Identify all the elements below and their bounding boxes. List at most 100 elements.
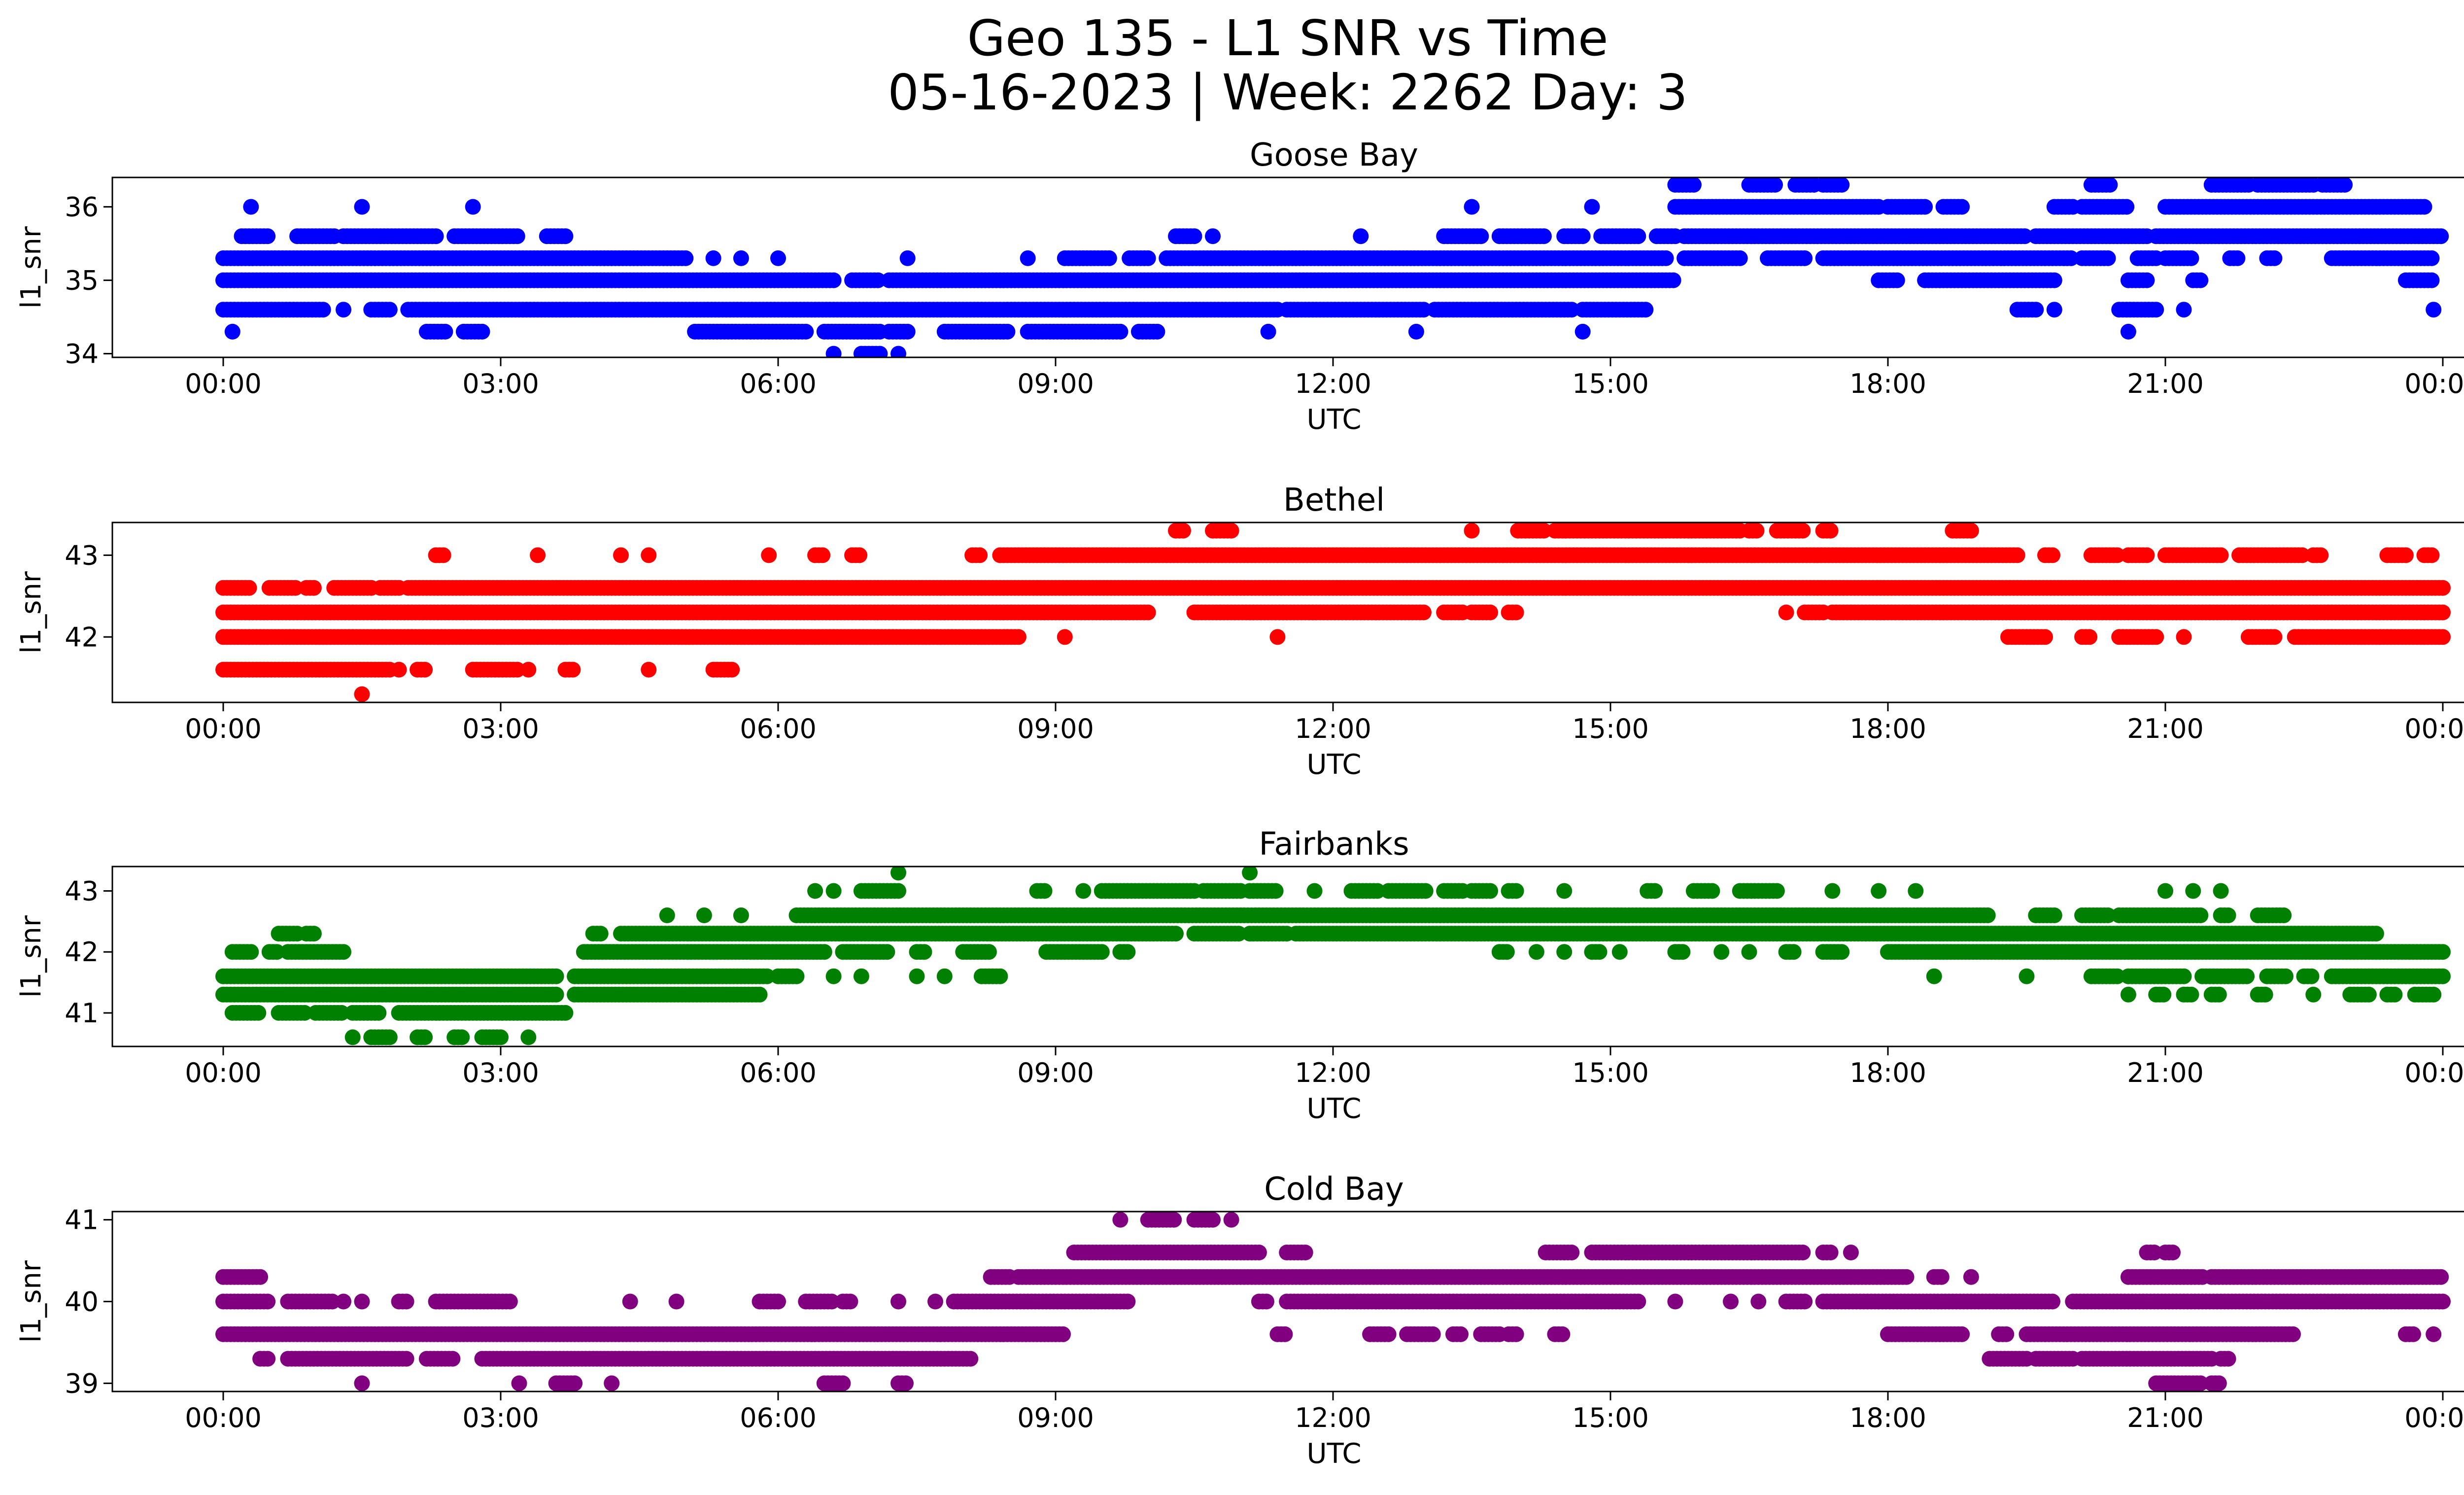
data-point xyxy=(1057,629,1073,645)
data-point xyxy=(2100,907,2116,923)
data-point xyxy=(659,907,675,923)
data-point xyxy=(705,250,721,266)
data-point xyxy=(1020,250,1036,266)
data-point xyxy=(733,250,749,266)
data-point xyxy=(2120,323,2136,340)
x-axis-label: UTC xyxy=(1306,749,1361,781)
x-tick-label: 00:00 xyxy=(2404,713,2464,744)
data-point xyxy=(1415,302,1432,318)
x-tick-label: 09:00 xyxy=(1017,368,1094,399)
data-point xyxy=(899,323,916,340)
y-tick-label: 35 xyxy=(65,265,99,296)
data-points xyxy=(215,177,2449,357)
data-point xyxy=(1630,228,1646,244)
data-point xyxy=(2192,272,2209,288)
data-point xyxy=(825,883,842,899)
data-point xyxy=(890,883,906,899)
data-point xyxy=(1980,907,1996,923)
data-point xyxy=(1732,250,1748,266)
subplot-title: Fairbanks xyxy=(1259,826,1409,863)
data-point xyxy=(1564,302,1580,318)
data-point xyxy=(2213,883,2229,899)
data-point xyxy=(1231,926,1247,942)
data-point xyxy=(1954,199,1970,215)
data-point xyxy=(641,547,657,563)
data-point xyxy=(1574,228,1591,244)
data-point xyxy=(2176,302,2192,318)
data-point xyxy=(2148,302,2164,318)
y-axis-label: l1_snr xyxy=(15,571,47,654)
plot-frame xyxy=(111,522,2464,703)
data-point xyxy=(1482,883,1498,899)
data-point xyxy=(1908,883,1924,899)
data-point xyxy=(1889,272,1905,288)
data-point xyxy=(354,199,370,215)
data-point xyxy=(1871,883,1887,899)
data-point xyxy=(1036,883,1053,899)
data-point xyxy=(2176,629,2192,645)
data-point xyxy=(2139,547,2155,563)
x-tick-label: 21:00 xyxy=(2127,713,2204,744)
data-point xyxy=(1140,604,1156,621)
data-point xyxy=(613,547,629,563)
data-point xyxy=(825,272,842,288)
data-point xyxy=(2046,302,2062,318)
data-point xyxy=(770,250,786,266)
x-tick-label: 12:00 xyxy=(1295,713,1371,744)
data-point xyxy=(1242,867,1258,881)
data-point xyxy=(1508,604,1524,621)
data-point xyxy=(565,661,581,678)
data-point xyxy=(1482,604,1498,621)
data-point xyxy=(1267,883,1284,899)
data-point xyxy=(2294,547,2310,563)
data-point xyxy=(807,883,823,899)
x-tick-label: 03:00 xyxy=(462,713,539,744)
data-point xyxy=(1205,228,1221,244)
data-point xyxy=(2148,629,2164,645)
data-point xyxy=(2183,250,2199,266)
data-point xyxy=(2313,547,2329,563)
x-tick-label: 06:00 xyxy=(740,713,817,744)
data-point xyxy=(2435,580,2451,596)
data-point xyxy=(890,867,906,881)
data-point xyxy=(2157,883,2173,899)
data-point xyxy=(2220,907,2236,923)
data-point xyxy=(999,323,1016,340)
data-point xyxy=(1795,522,1811,539)
x-tick-label: 00:00 xyxy=(185,368,262,399)
data-point xyxy=(2368,926,2384,942)
data-point xyxy=(2102,177,2118,193)
data-point xyxy=(2119,199,2135,215)
data-point xyxy=(2337,177,2353,193)
data-point xyxy=(798,323,814,340)
y-tick-label: 43 xyxy=(65,540,99,571)
data-point xyxy=(287,580,304,596)
data-point xyxy=(391,661,407,678)
data-point xyxy=(2139,272,2155,288)
data-point xyxy=(2424,272,2440,288)
x-tick-label: 09:00 xyxy=(1017,713,1094,744)
data-point xyxy=(1306,883,1323,899)
data-point xyxy=(1223,522,1239,539)
data-point xyxy=(2045,547,2060,563)
data-point xyxy=(1464,522,1480,539)
data-point xyxy=(2229,250,2246,266)
data-point xyxy=(1685,177,1702,193)
data-point xyxy=(465,199,481,215)
data-point xyxy=(872,346,888,357)
plot-frame xyxy=(111,176,2464,358)
data-point xyxy=(1536,228,1552,244)
data-point xyxy=(2185,883,2201,899)
data-point xyxy=(2046,272,2062,288)
data-point xyxy=(1834,177,1850,193)
data-point xyxy=(2266,250,2283,266)
data-point xyxy=(1767,177,1783,193)
data-point xyxy=(1369,883,1386,899)
data-point xyxy=(1353,228,1369,244)
data-point xyxy=(2063,250,2079,266)
data-point xyxy=(2433,228,2449,244)
data-point xyxy=(1822,522,1839,539)
